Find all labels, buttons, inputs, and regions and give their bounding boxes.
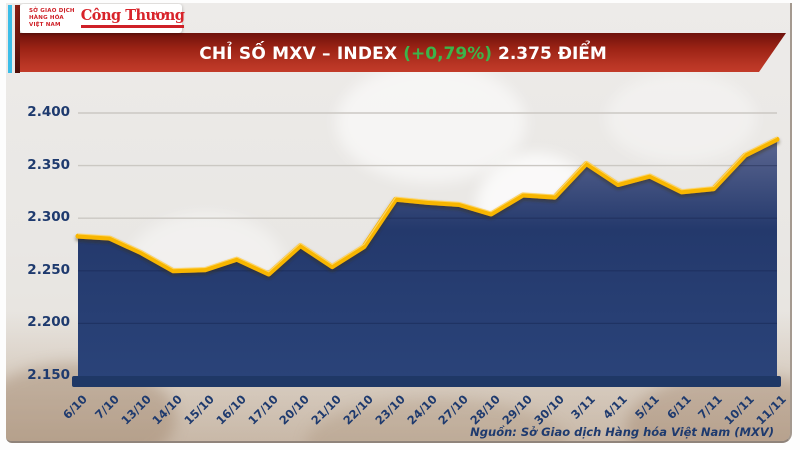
index-line [75,136,780,277]
y-axis-tick-label: 2.250 [27,261,70,278]
title-banner: CHỈ SỐ MXV – INDEX (+0,79%) 2.375 ĐIỂM [20,33,786,72]
mxv-logo-text: SỞ GIAO DỊCH HÀNG HÓA VIỆT NAM [29,8,75,29]
x-axis-bar [72,376,781,387]
title-change-percent: (+0,79%) [403,43,493,64]
infographic-card: SỞ GIAO DỊCH HÀNG HÓA VIỆT NAM Công Thươ… [6,3,792,443]
y-axis-tick-label: 2.350 [27,156,70,173]
chart-canvas [72,112,781,387]
title-main: CHỈ SỐ MXV – INDEX [199,43,398,64]
chart-title: CHỈ SỐ MXV – INDEX (+0,79%) 2.375 ĐIỂM [199,44,607,64]
y-axis-tick-label: 2.300 [27,209,70,226]
index-line-highlight [77,136,778,273]
y-axis-tick-label: 2.150 [27,367,70,383]
y-axis-tick-label: 2.400 [27,104,70,120]
masthead-underline [80,24,185,28]
decor-stripe-cyan [8,5,12,73]
area-fill [78,139,777,377]
logo-box: SỞ GIAO DỊCH HÀNG HÓA VIỆT NAM Công Thươ… [20,4,185,33]
title-index-value: 2.375 ĐIỂM [498,43,607,64]
decor-stripe-maroon [15,5,20,73]
y-axis-tick-label: 2.200 [27,314,70,331]
mxv-logo-line: VIỆT NAM [29,21,61,28]
mxv-logo-line: HÀNG HÓA [29,15,64,22]
newspaper-masthead: Công Thương [80,7,185,28]
mxv-logo-line: SỞ GIAO DỊCH [29,8,75,15]
mxv-index-area-chart: 2.400 2.350 2.300 2.250 2.200 2.150 6/10 7/10 13… [6,3,790,441]
source-attribution: Nguồn: Sở Giao dịch Hàng hóa Việt Nam (M… [470,425,774,439]
newspaper-name: Công Thương [80,7,185,25]
